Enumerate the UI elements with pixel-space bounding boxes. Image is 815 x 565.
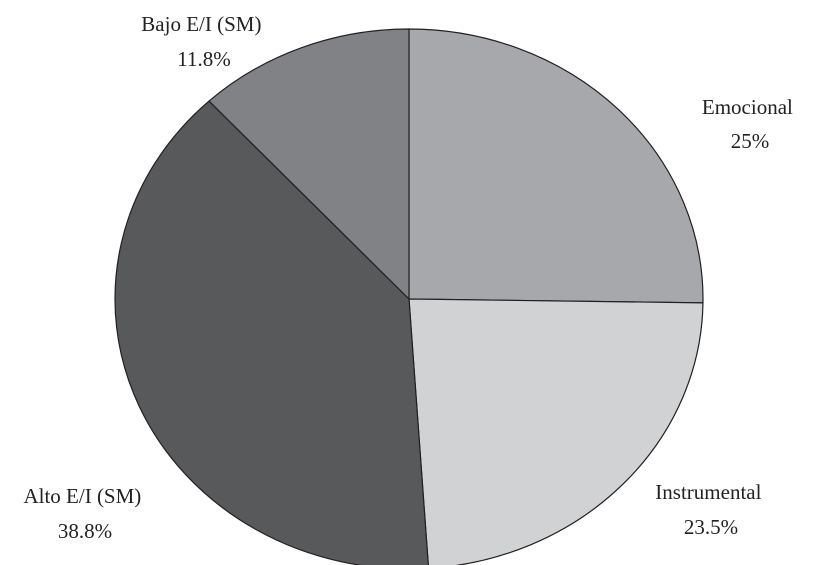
pie-slice-alto-e-i-sm (114, 100, 429, 565)
slice-label-bajo: Bajo E/I (SM) 11.8% (141, 12, 266, 71)
slice-label-emocional: Emocional 25% (702, 95, 798, 153)
slice-value-alto: 38.8% (58, 519, 112, 543)
slice-value-bajo: 11.8% (177, 47, 230, 71)
slice-label-alto: Alto E/I (SM) 38.8% (23, 484, 146, 543)
pie-slice-emocional (408, 28, 704, 304)
slice-name-bajo: Bajo E/I (SM) (141, 12, 261, 36)
slice-value-instrumental: 23.5% (684, 515, 738, 539)
pie-slice-bajo-e-i-sm (208, 28, 410, 300)
pie-slices (114, 28, 704, 565)
slice-name-emocional: Emocional (702, 95, 793, 119)
slice-name-instrumental: Instrumental (655, 480, 761, 504)
slice-value-emocional: 25% (731, 129, 770, 153)
pie-slice-instrumental (408, 298, 704, 565)
slice-label-instrumental: Instrumental 23.5% (655, 480, 766, 539)
slice-name-alto: Alto E/I (SM) (23, 484, 141, 508)
pie-labels: Emocional 25% Instrumental 23.5% Alto E/… (23, 12, 798, 543)
